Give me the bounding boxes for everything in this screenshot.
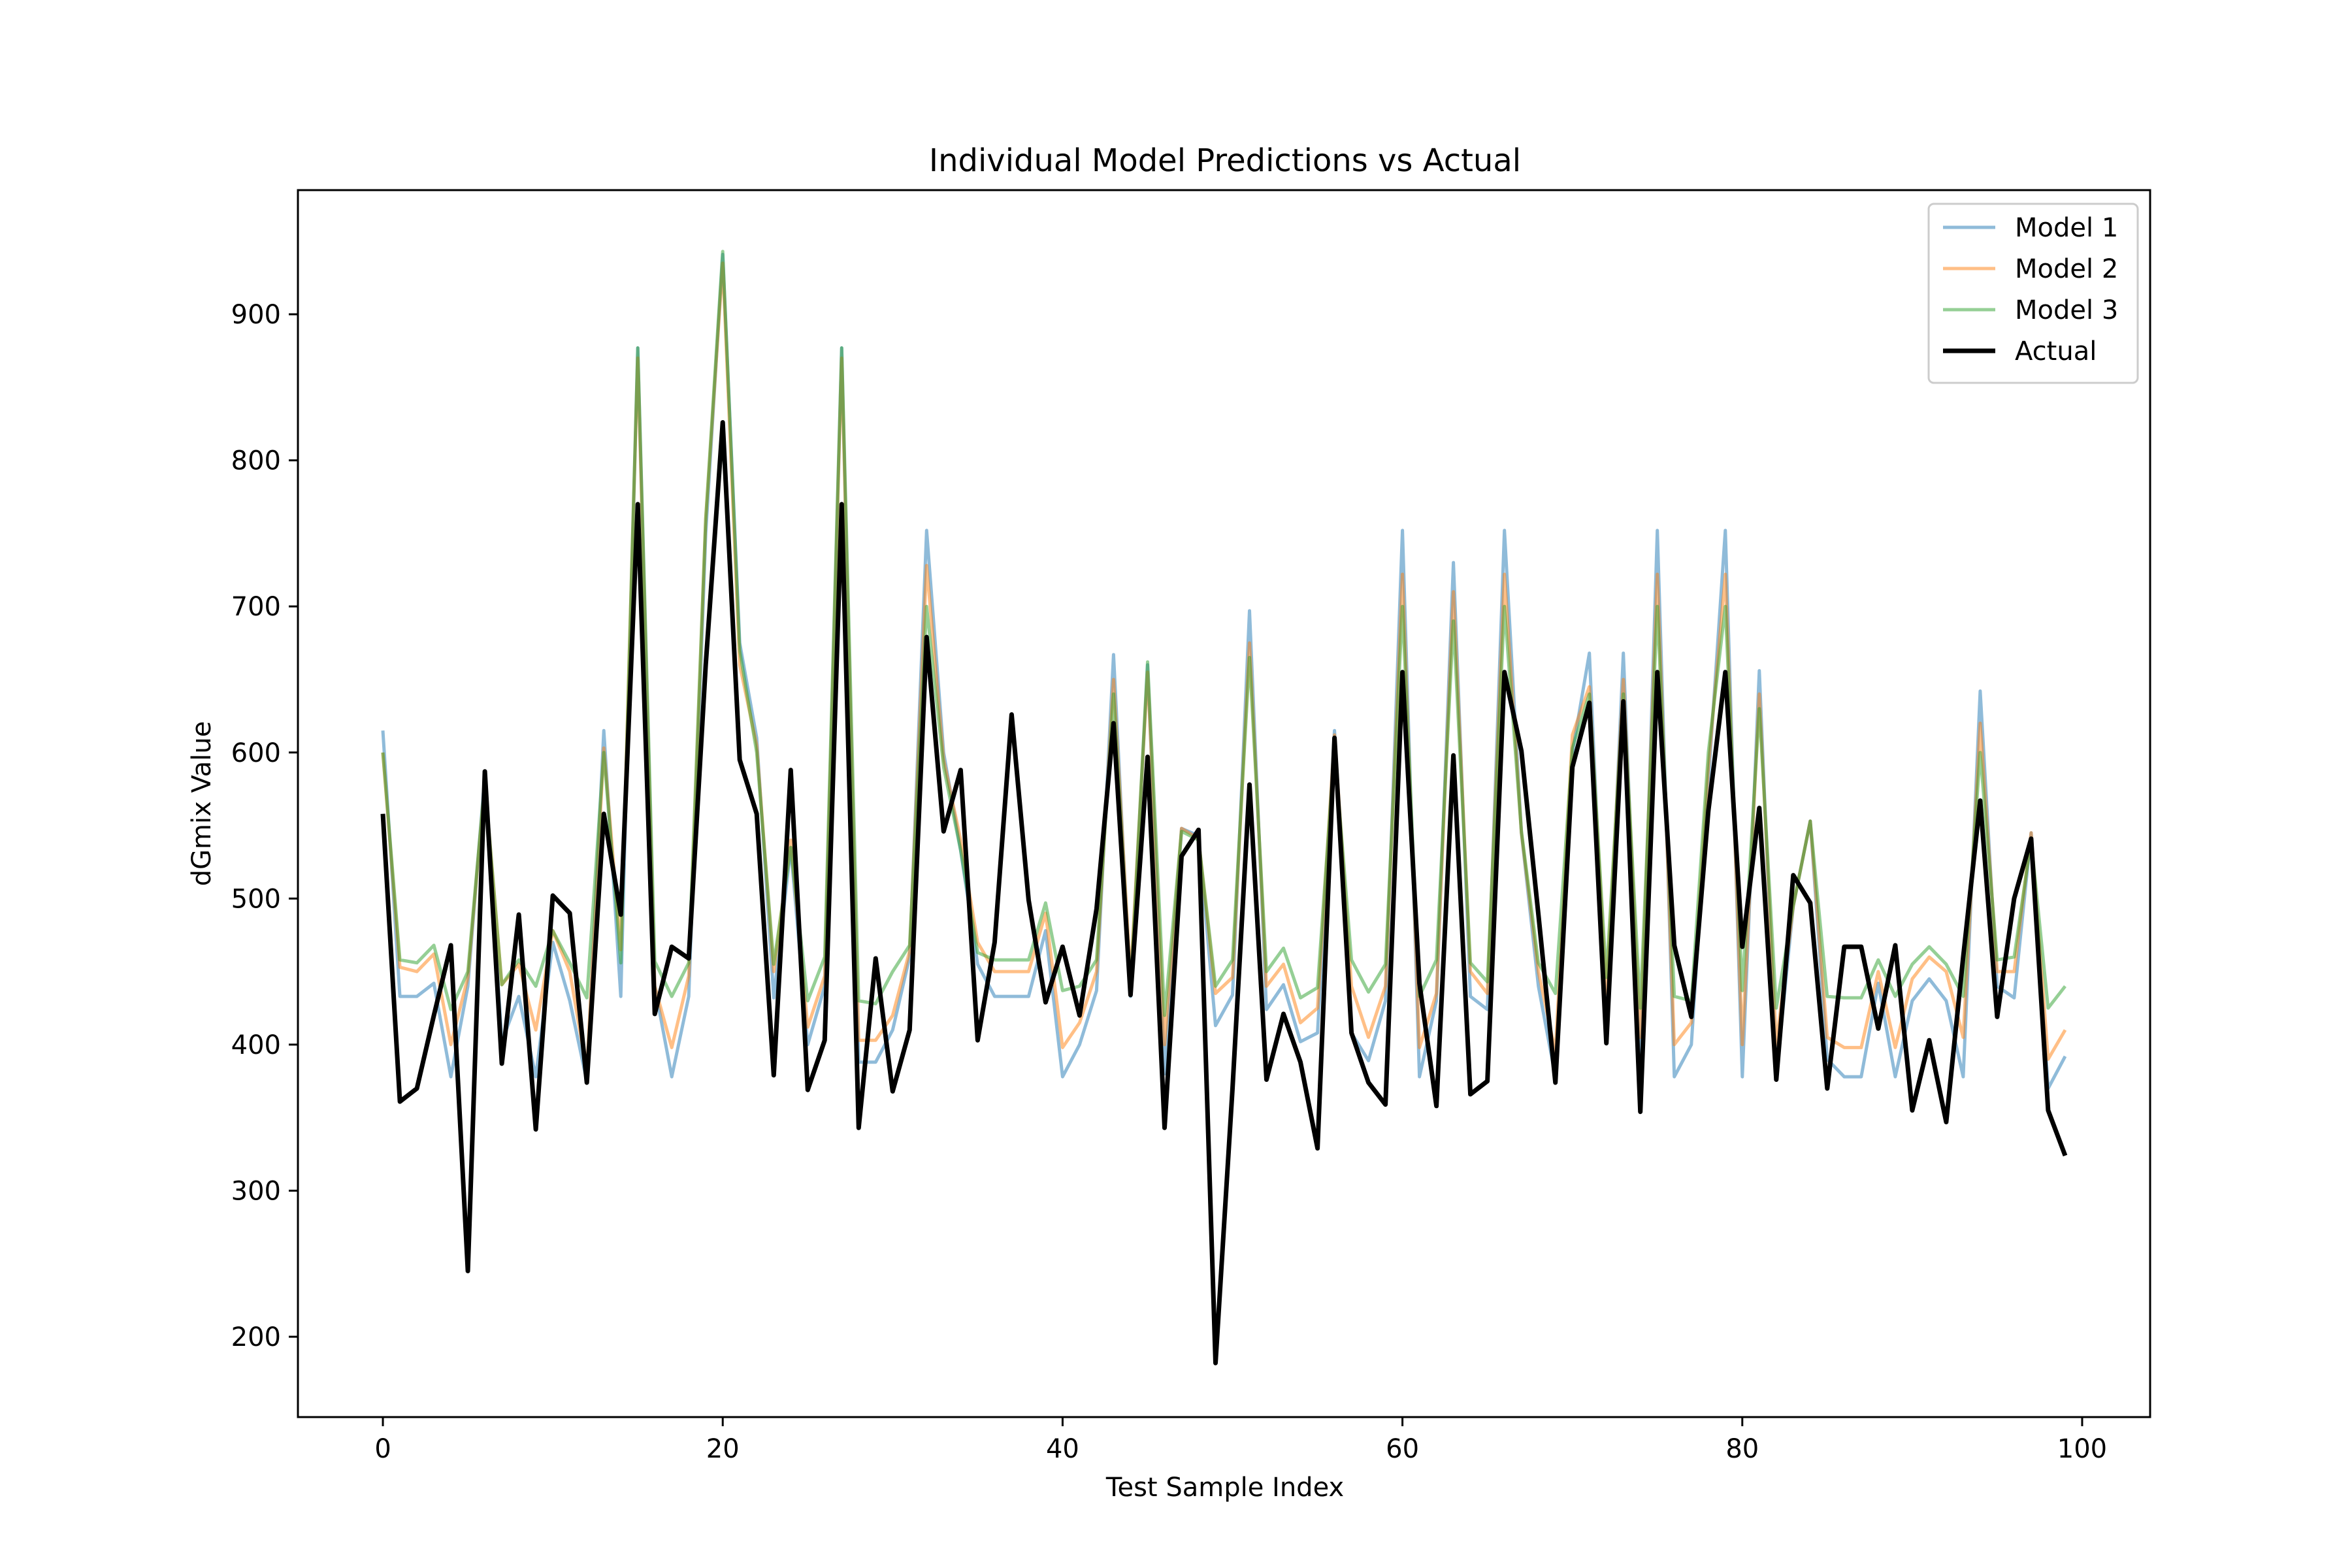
x-tick-label: 100 (2057, 1434, 2107, 1464)
legend: Model 1 Model 2 Model 3 Actual (1927, 203, 2139, 384)
y-axis-label: dGmix Value (187, 721, 217, 887)
x-axis: 0 20 40 60 80 100 (374, 1417, 2107, 1464)
y-axis: 200 300 400 500 600 700 800 900 (231, 300, 298, 1352)
legend-label: Model 1 (2015, 213, 2118, 243)
series-line-actual (380, 420, 2068, 1365)
legend-label: Model 3 (2015, 295, 2118, 325)
x-tick-label: 0 (374, 1434, 391, 1464)
x-tick-label: 40 (1046, 1434, 1079, 1464)
y-tick-label: 300 (231, 1176, 281, 1206)
legend-box (1927, 203, 2139, 384)
x-axis-label: Test Sample Index (1105, 1473, 1344, 1503)
x-tick-label: 60 (1386, 1434, 1419, 1464)
legend-label: Model 2 (2015, 254, 2118, 284)
legend-label: Actual (2015, 336, 2097, 367)
y-tick-label: 600 (231, 738, 281, 768)
plot-area (380, 250, 2068, 1365)
x-tick-label: 80 (1725, 1434, 1759, 1464)
y-tick-label: 700 (231, 592, 281, 622)
plot-frame (297, 189, 2151, 1418)
y-tick-label: 900 (231, 300, 281, 330)
y-tick-label: 400 (231, 1030, 281, 1060)
y-tick-label: 800 (231, 446, 281, 476)
x-tick-label: 20 (706, 1434, 740, 1464)
y-tick-label: 500 (231, 884, 281, 914)
chart-title: Individual Model Predictions vs Actual (929, 142, 1521, 179)
y-tick-label: 200 (231, 1322, 281, 1352)
